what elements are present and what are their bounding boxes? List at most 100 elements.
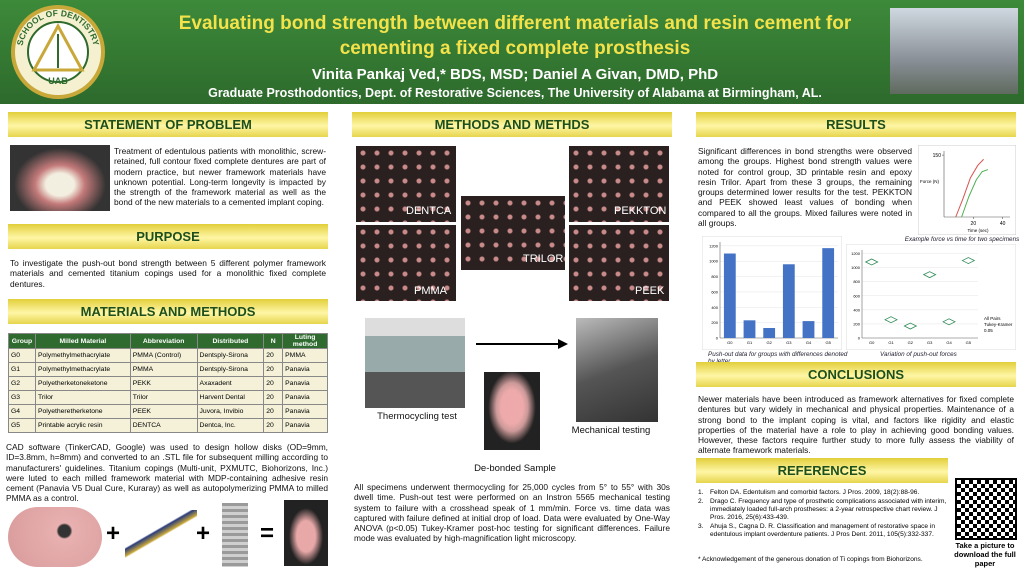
y-tick-label: 1200 bbox=[851, 251, 861, 256]
conclusions-text: Newer materials have been introduced as … bbox=[698, 394, 1014, 456]
table-cell: Dentsply-Sirona bbox=[196, 362, 265, 377]
table-cell: 20 bbox=[263, 390, 284, 405]
image-label: PEEK bbox=[635, 285, 665, 297]
qr-caption: Take a picture to download the full pape… bbox=[954, 541, 1016, 568]
column-header: N bbox=[263, 333, 284, 349]
table-cell: Harvent Dental bbox=[196, 390, 265, 405]
x-tick-label: G1 bbox=[747, 340, 753, 345]
bar-chart: 0 200 400 600 800 1000 1200 G0 G1 G2 G3 G4 G5 bbox=[702, 236, 842, 350]
x-tick-label: G4 bbox=[946, 340, 952, 345]
reference: 2. Drago C. Frequency and type of prosthe… bbox=[698, 498, 948, 522]
table-row: G3 Trilor Trilor Harvent Dental 20 Panavia bbox=[8, 390, 328, 405]
force-chart: 150 20 40 Force (N) Time (sec) bbox=[918, 145, 1016, 235]
x-tick-label: G2 bbox=[908, 340, 914, 345]
table-cell: Axaxadent bbox=[196, 376, 265, 391]
mean-diamond bbox=[884, 316, 898, 324]
x-tick-label: G4 bbox=[806, 340, 812, 345]
column-header: Luting method bbox=[282, 333, 328, 349]
table-cell: Trilor bbox=[34, 390, 131, 405]
y-tick-label: 400 bbox=[853, 307, 860, 312]
y-axis-label: Force (N) bbox=[920, 179, 940, 184]
x-tick-label: 40 bbox=[1000, 221, 1006, 227]
table-cell: PMMA (Control) bbox=[129, 348, 198, 363]
methods-text: All specimens underwent thermocycling fo… bbox=[354, 482, 670, 544]
reference: 3. Ahuja S., Cagna D. R. Classification a… bbox=[698, 523, 948, 539]
acknowledgement: * Acknowledgement of the generous donati… bbox=[698, 556, 923, 563]
table-cell: Polyetheretherketone bbox=[34, 404, 131, 419]
section-heading: MATERIALS AND METHODS bbox=[8, 299, 328, 324]
statement-text: Treatment of edentulous patients with mo… bbox=[114, 146, 326, 208]
mean-diamond bbox=[922, 271, 937, 279]
bar bbox=[802, 321, 815, 338]
debonded-photo bbox=[484, 372, 540, 450]
x-tick-label: G3 bbox=[927, 340, 933, 345]
cement-photo bbox=[125, 510, 197, 558]
table-cell: Panavia bbox=[282, 390, 328, 405]
x-tick-label: G0 bbox=[869, 340, 875, 345]
materials-table: Group Milled Material Abbreviation Distribu… bbox=[8, 333, 328, 433]
table-cell: 20 bbox=[263, 376, 284, 391]
affiliation: Graduate Prosthodontics, Dept. of Restor… bbox=[208, 86, 822, 100]
section-heading: REFERENCES bbox=[696, 458, 948, 483]
table-cell: Polyetherketoneketone bbox=[34, 376, 131, 391]
coping-photo bbox=[222, 503, 248, 567]
y-tick-label: 600 bbox=[853, 293, 860, 298]
caption: Thermocycling test bbox=[377, 411, 457, 422]
chart-frame bbox=[918, 145, 1016, 235]
chart-frame bbox=[846, 244, 1016, 350]
bar bbox=[743, 320, 756, 338]
table-cell: Panavia bbox=[282, 418, 328, 433]
caption: De-bonded Sample bbox=[474, 463, 556, 474]
specimen-photo bbox=[356, 225, 456, 301]
x-tick-label: G5 bbox=[966, 340, 972, 345]
table-cell: Panavia bbox=[282, 404, 328, 419]
force-line bbox=[961, 169, 989, 218]
arrow bbox=[476, 339, 568, 349]
table-header-row: Group Milled Material Abbreviation Distribu… bbox=[8, 333, 328, 349]
results-text: Significant differences in bond strength… bbox=[698, 146, 912, 229]
table-cell: 20 bbox=[263, 404, 284, 419]
section-heading: RESULTS bbox=[696, 112, 1016, 137]
y-tick-label: 1000 bbox=[851, 265, 861, 270]
table-cell: Dentca, Inc. bbox=[196, 418, 265, 433]
table-cell: DENTCA bbox=[129, 418, 198, 433]
thermocycler-photo bbox=[365, 318, 465, 408]
column-header: Group bbox=[8, 333, 36, 349]
reference-number: 1. bbox=[698, 489, 704, 496]
x-axis-label: Time (sec) bbox=[967, 228, 989, 233]
table-cell: G0 bbox=[8, 348, 36, 363]
bar bbox=[763, 328, 776, 338]
y-tick-label: 200 bbox=[853, 321, 860, 326]
y-tick-label: 1000 bbox=[709, 259, 719, 264]
column-header: Abbreviation bbox=[129, 333, 198, 349]
mean-diamond bbox=[942, 318, 956, 326]
x-tick-label: G2 bbox=[766, 340, 772, 345]
column-header: Milled Material bbox=[34, 333, 131, 349]
table-row: G2 Polyetherketoneketone PEKK Axaxadent 20 Pa… bbox=[8, 376, 328, 391]
equals-sign: = bbox=[260, 520, 275, 547]
header-band bbox=[0, 0, 1024, 104]
legend-text: 0.05 bbox=[984, 328, 993, 333]
y-tick-label: 0 bbox=[716, 336, 719, 341]
y-tick-label: 600 bbox=[711, 289, 718, 294]
y-tick-label: 200 bbox=[711, 320, 718, 325]
scatter-chart: 0 200 400 600 800 1000 1200 G0 G1 G2 G3 G4 G5 All Pai… bbox=[846, 244, 1016, 350]
column-header: Distributed bbox=[196, 333, 265, 349]
mean-diamond bbox=[903, 322, 918, 330]
specimen-photo bbox=[356, 146, 456, 222]
table-cell: G4 bbox=[8, 404, 36, 419]
legend-text: Tukey-Kramer bbox=[984, 322, 1013, 327]
x-tick-label: G5 bbox=[825, 340, 831, 345]
table-cell: PMMA bbox=[129, 362, 198, 377]
y-tick-label: 150 bbox=[933, 153, 942, 159]
instron-photo bbox=[576, 318, 658, 422]
logo-mark: UAB bbox=[48, 76, 68, 86]
image-label: DENTCA bbox=[406, 205, 452, 217]
title-line: cementing a fixed complete prosthesis bbox=[339, 38, 691, 59]
table-cell: Printable acrylic resin bbox=[34, 418, 131, 433]
table-cell: 20 bbox=[263, 348, 284, 363]
title-line: Evaluating bond strength between differe… bbox=[178, 13, 852, 34]
arrow-head bbox=[558, 339, 568, 349]
reference-text: Felton DA. Edentulism and comorbid facto… bbox=[710, 489, 920, 496]
specimen-photo bbox=[284, 500, 328, 566]
